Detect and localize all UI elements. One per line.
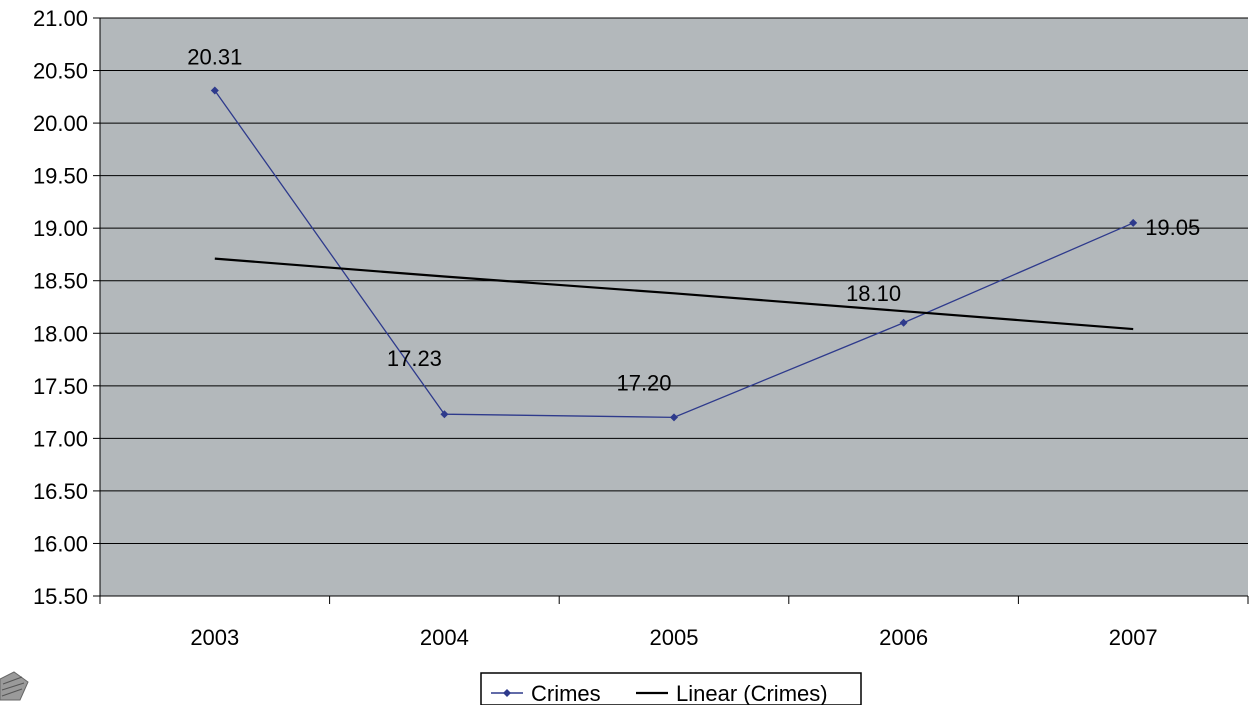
x-tick-label: 2004	[420, 625, 469, 650]
legend-marker	[503, 689, 511, 697]
axes	[99, 18, 1249, 604]
y-tick-label: 16.50	[33, 479, 88, 504]
plot-area	[100, 18, 1248, 596]
legend-label: Linear (Crimes)	[676, 681, 828, 705]
data-point	[670, 413, 678, 422]
legend-box	[480, 672, 862, 705]
data-point	[440, 410, 449, 419]
data-label: 18.10	[846, 281, 901, 306]
y-tick-label: 18.50	[33, 269, 88, 294]
data-labels: 20.31 17.23 17.20 18.10 19.05	[187, 45, 1200, 396]
x-tick-label: 2007	[1109, 625, 1158, 650]
y-tick-label: 17.00	[33, 426, 88, 451]
data-label: 17.23	[387, 346, 442, 371]
x-tick-label: 2005	[650, 625, 699, 650]
y-tick-label: 21.00	[33, 6, 88, 31]
y-tick-label: 19.00	[33, 216, 88, 241]
data-point	[899, 318, 908, 327]
x-axis-tick-labels: 2003 2004 2005 2006 2007	[190, 625, 1157, 650]
y-tick-label: 20.50	[33, 59, 88, 84]
x-tick-label: 2003	[190, 625, 239, 650]
data-label: 17.20	[616, 370, 671, 395]
y-tick-label: 17.50	[33, 374, 88, 399]
y-tick-label: 18.00	[33, 321, 88, 346]
data-point	[1129, 218, 1138, 227]
corner-logo-icon	[0, 671, 29, 701]
y-tick-label: 15.50	[33, 584, 88, 609]
data-label: 20.31	[187, 45, 242, 70]
y-axis-tick-labels: 15.50 16.00 16.50 17.00 17.50 18.00 18.50 19.00…	[33, 6, 88, 609]
gridlines	[93, 17, 1248, 597]
legend: Crimes Linear (Crimes)	[480, 672, 862, 705]
y-tick-label: 16.00	[33, 531, 88, 556]
y-tick-label: 19.50	[33, 164, 88, 189]
data-label: 19.05	[1145, 215, 1200, 240]
x-tick-label: 2006	[879, 625, 928, 650]
data-markers	[210, 86, 1138, 422]
y-tick-label: 20.00	[33, 111, 88, 136]
legend-label: Crimes	[531, 681, 601, 705]
data-point	[210, 86, 219, 95]
series-line-1	[214, 257, 1134, 331]
